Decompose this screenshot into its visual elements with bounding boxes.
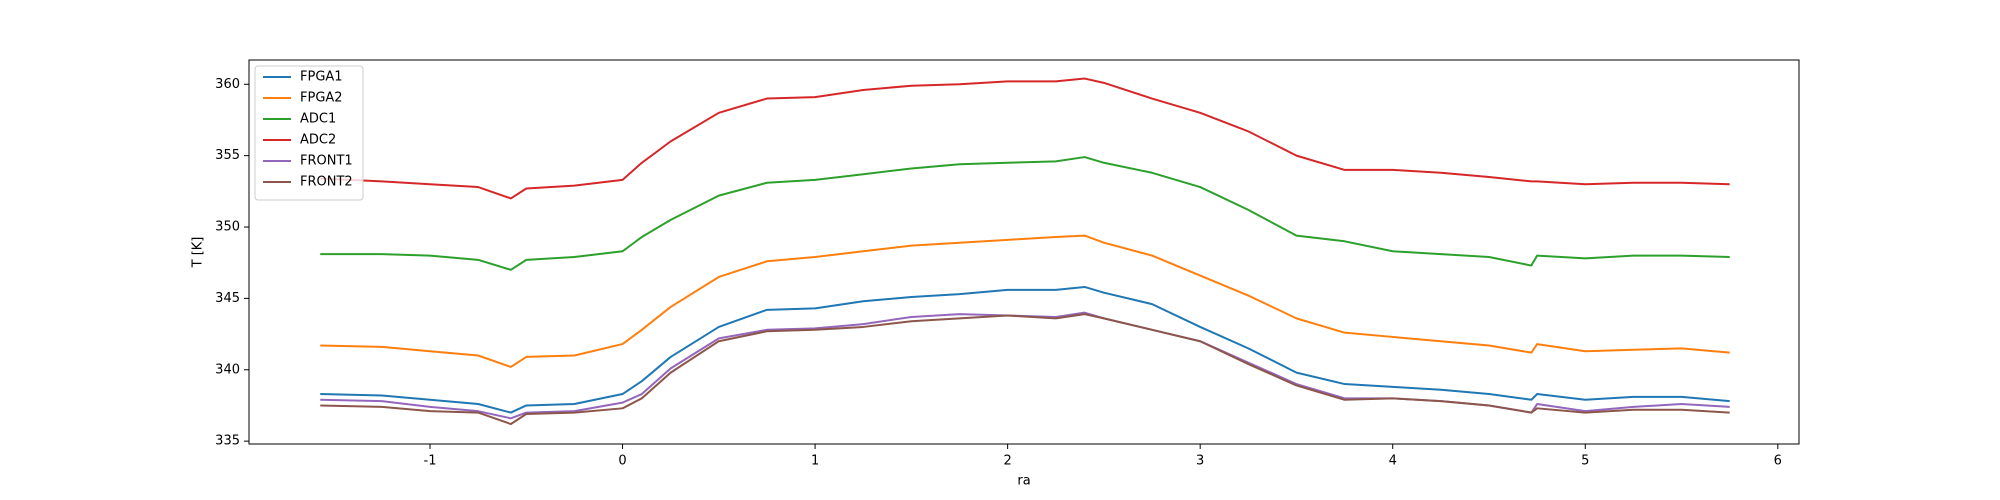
y-axis-label: T [K] bbox=[191, 237, 206, 269]
x-tick-label: 6 bbox=[1774, 454, 1782, 469]
x-tick-label: 0 bbox=[618, 454, 626, 469]
y-tick-label: 340 bbox=[215, 362, 240, 377]
plot-frame bbox=[248, 59, 1800, 445]
x-tick-label: -1 bbox=[424, 454, 437, 469]
y-tick-label: 355 bbox=[215, 148, 240, 163]
data-line bbox=[320, 77, 1730, 200]
x-tick-label: 4 bbox=[1389, 454, 1397, 469]
x-tick-label: 1 bbox=[811, 454, 819, 469]
x-tick-label: 3 bbox=[1196, 454, 1204, 469]
x-tick-label: 2 bbox=[1003, 454, 1011, 469]
legend-label: FPGA2 bbox=[300, 91, 343, 106]
legend-box bbox=[254, 65, 364, 201]
x-tick-label: 5 bbox=[1581, 454, 1589, 469]
legend-label: FPGA1 bbox=[300, 70, 343, 85]
legend-label: ADC2 bbox=[300, 133, 336, 148]
data-line bbox=[320, 156, 1730, 271]
data-line bbox=[320, 313, 1730, 426]
y-tick-label: 360 bbox=[215, 77, 240, 92]
legend-label: FRONT1 bbox=[300, 154, 353, 169]
y-tick-label: 350 bbox=[215, 220, 240, 235]
data-line bbox=[320, 234, 1730, 368]
legend-label: FRONT2 bbox=[300, 175, 353, 190]
data-line bbox=[320, 285, 1730, 414]
legend-label: ADC1 bbox=[300, 112, 336, 127]
y-tick-label: 335 bbox=[215, 434, 240, 449]
y-tick-label: 345 bbox=[215, 291, 240, 306]
data-line bbox=[320, 311, 1730, 420]
x-axis-label: ra bbox=[1017, 474, 1030, 489]
